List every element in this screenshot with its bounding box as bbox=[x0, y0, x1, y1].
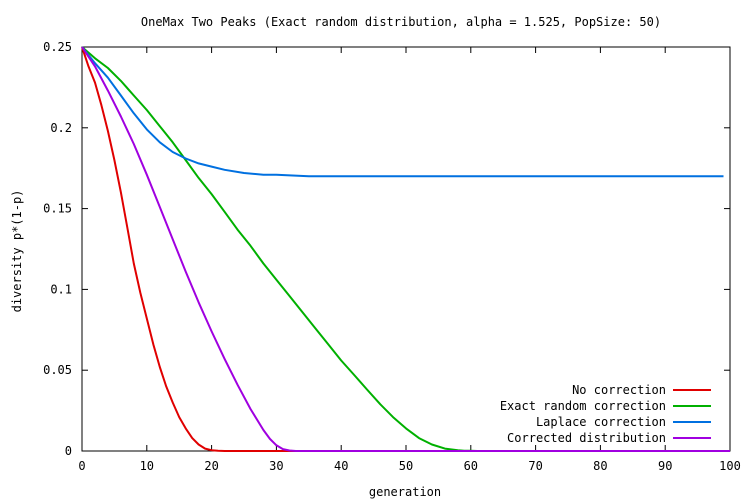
series-line-4 bbox=[81, 46, 730, 452]
legend-label: Laplace correction bbox=[536, 415, 666, 429]
series-layer bbox=[81, 46, 730, 452]
x-tick-label: 30 bbox=[269, 459, 283, 473]
legend-label: Corrected distribution bbox=[507, 431, 666, 445]
y-tick-label: 0.1 bbox=[50, 282, 72, 296]
series-line-1 bbox=[81, 46, 730, 452]
x-tick-label: 60 bbox=[464, 459, 478, 473]
legend: No correction Exact random correction Lapl… bbox=[500, 383, 711, 445]
x-tick-label: 90 bbox=[658, 459, 672, 473]
series-line-3 bbox=[81, 46, 724, 178]
x-tick-label: 100 bbox=[719, 459, 741, 473]
x-tick-label: 10 bbox=[140, 459, 154, 473]
x-tick-label: 80 bbox=[593, 459, 607, 473]
y-tick-label: 0.05 bbox=[43, 363, 72, 377]
x-tick-label: 70 bbox=[528, 459, 542, 473]
y-tick-label: 0.25 bbox=[43, 40, 72, 54]
y-tick-label: 0.15 bbox=[43, 202, 72, 216]
x-tick-label: 0 bbox=[78, 459, 85, 473]
x-tick-label: 40 bbox=[334, 459, 348, 473]
legend-label: No correction bbox=[572, 383, 666, 397]
y-axis-label: diversity p*(1-p) bbox=[10, 190, 24, 313]
y-tick-label: 0 bbox=[65, 444, 72, 458]
legend-label: Exact random correction bbox=[500, 399, 666, 413]
y-tick-label: 0.2 bbox=[50, 121, 72, 135]
x-axis-label: generation bbox=[369, 485, 441, 499]
x-tick-label: 20 bbox=[204, 459, 218, 473]
axis-ticks: 0 10 20 30 40 50 60 70 80 90 100 0 0.05 0.1 0.15 0.2 0.2… bbox=[43, 40, 741, 473]
x-tick-label: 50 bbox=[399, 459, 413, 473]
chart-title: OneMax Two Peaks (Exact random distribut… bbox=[141, 15, 661, 29]
